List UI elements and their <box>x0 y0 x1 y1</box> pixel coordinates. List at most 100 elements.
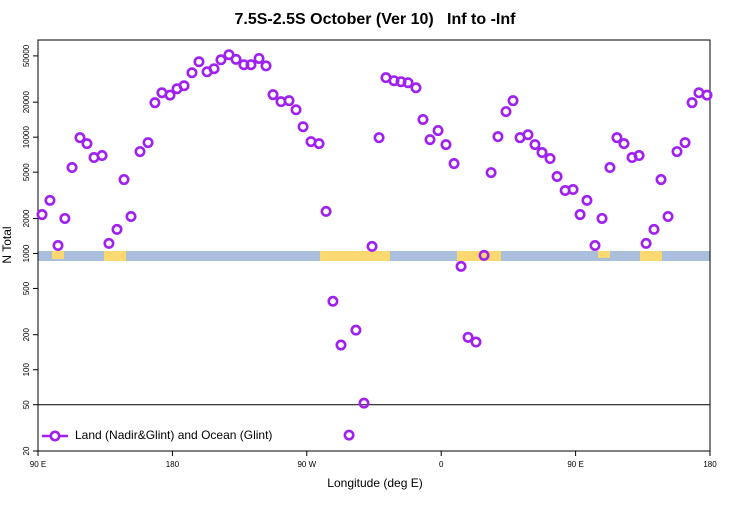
point <box>529 139 541 151</box>
point <box>536 147 548 159</box>
x-axis-label: Longitude (deg E) <box>327 476 422 490</box>
plot-frame <box>37 39 711 452</box>
point <box>701 89 713 101</box>
y-tick-label: 100 <box>22 363 31 377</box>
point <box>366 240 378 252</box>
point <box>111 223 123 235</box>
point <box>544 153 556 165</box>
point <box>66 162 78 174</box>
point <box>596 212 608 224</box>
legend-swatch-point <box>49 430 61 442</box>
point <box>267 89 279 101</box>
y-tick-label: 2000 <box>22 209 31 227</box>
point <box>432 125 444 137</box>
y-tick-label: 20000 <box>22 90 31 113</box>
x-tick-label: 180 <box>166 460 180 469</box>
point <box>327 295 339 307</box>
point <box>662 210 674 222</box>
x-tick-label: 90 W <box>297 460 316 469</box>
point <box>470 336 482 348</box>
point <box>245 59 257 71</box>
point <box>59 212 71 224</box>
point <box>492 131 504 143</box>
y-tick-label: 5000 <box>22 163 31 181</box>
point <box>640 237 652 249</box>
point <box>462 331 474 343</box>
point <box>417 113 429 125</box>
point <box>164 89 176 101</box>
point <box>149 97 161 109</box>
point <box>581 194 593 206</box>
point <box>193 56 205 68</box>
point <box>81 138 93 150</box>
point <box>402 77 414 89</box>
point <box>260 60 272 72</box>
legend-label: Land (Nadir&Glint) and Ocean (Glint) <box>75 428 272 442</box>
point <box>103 237 115 249</box>
point <box>186 67 198 79</box>
point <box>134 146 146 158</box>
point <box>424 134 436 146</box>
y-tick-label: 50 <box>22 400 31 409</box>
point <box>455 260 467 272</box>
y-tick-label: 1000 <box>22 244 31 262</box>
point <box>178 80 190 92</box>
point <box>589 240 601 252</box>
point <box>350 324 362 336</box>
chart-title: 7.5S-2.5S October (Ver 10) Inf to -Inf <box>235 11 517 28</box>
point <box>574 209 586 221</box>
point <box>253 52 265 64</box>
point <box>44 194 56 206</box>
land-ocean-strip <box>38 251 710 261</box>
x-tick-label: 180 <box>703 460 717 469</box>
point <box>567 183 579 195</box>
point <box>297 121 309 133</box>
point <box>633 150 645 162</box>
point <box>551 170 563 182</box>
point <box>52 240 64 252</box>
point <box>648 223 660 235</box>
point <box>522 129 534 141</box>
point <box>485 167 497 179</box>
point <box>74 132 86 144</box>
point <box>478 249 490 261</box>
point <box>118 174 130 186</box>
point <box>320 205 332 217</box>
point <box>290 104 302 116</box>
y-tick-label: 10000 <box>22 125 31 148</box>
point <box>448 158 460 170</box>
point <box>142 137 154 149</box>
point <box>283 95 295 107</box>
point <box>215 54 227 66</box>
point <box>96 150 108 162</box>
y-tick-label: 20 <box>22 446 31 455</box>
y-axis-label: N Total <box>0 226 14 263</box>
x-tick-label: 0 <box>439 460 444 469</box>
point <box>36 209 48 221</box>
point <box>230 53 242 65</box>
point <box>373 132 385 144</box>
point <box>313 138 325 150</box>
point <box>686 97 698 109</box>
y-tick-label: 50000 <box>22 44 31 67</box>
point <box>671 146 683 158</box>
y-tick-label: 200 <box>22 328 31 342</box>
point <box>335 339 347 351</box>
point <box>507 95 519 107</box>
point <box>655 174 667 186</box>
point <box>358 397 370 409</box>
point <box>679 137 691 149</box>
point <box>618 138 630 150</box>
point <box>410 82 422 94</box>
x-tick-label: 90 E <box>30 460 46 469</box>
point <box>238 59 250 71</box>
point <box>500 106 512 118</box>
point <box>440 139 452 151</box>
x-tick-label: 90 E <box>567 460 583 469</box>
point <box>125 210 137 222</box>
point <box>604 162 616 174</box>
point <box>343 429 355 441</box>
y-tick-label: 500 <box>22 281 31 295</box>
point <box>208 63 220 75</box>
